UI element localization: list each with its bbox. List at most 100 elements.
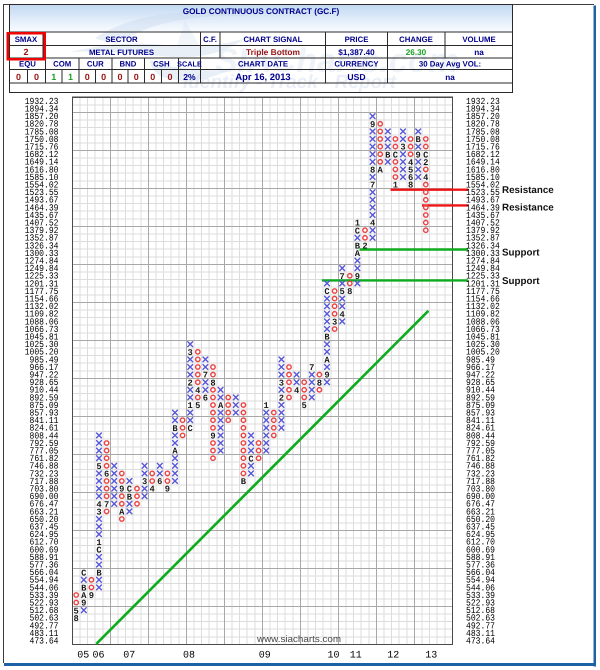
svg-text:4: 4 (294, 386, 300, 396)
svg-text:Support: Support (502, 276, 540, 287)
svg-text:857.93: 857.93 (466, 408, 495, 419)
svg-text:4: 4 (408, 158, 414, 168)
svg-text:A: A (81, 591, 87, 601)
svg-text:1435.67: 1435.67 (466, 210, 500, 221)
svg-text:30 Day Avg VOL:: 30 Day Avg VOL: (419, 60, 481, 69)
svg-text:544.06: 544.06 (30, 582, 59, 593)
svg-text:1154.66: 1154.66 (466, 294, 500, 305)
svg-text:1894.34: 1894.34 (466, 104, 500, 115)
svg-text:3: 3 (279, 378, 284, 388)
svg-text:5: 5 (74, 606, 79, 616)
svg-text:B: B (385, 150, 391, 160)
svg-text:07: 07 (123, 651, 135, 662)
svg-text:CHANGE: CHANGE (399, 35, 433, 44)
svg-text:www.siacharts.com: www.siacharts.com (256, 633, 341, 644)
svg-text:522.93: 522.93 (30, 598, 59, 609)
svg-text:1300.33: 1300.33 (466, 248, 500, 259)
svg-text:C: C (393, 150, 399, 160)
svg-text:1554.02: 1554.02 (466, 180, 500, 191)
svg-text:808.44: 808.44 (30, 430, 59, 441)
svg-text:703.80: 703.80 (30, 484, 59, 495)
svg-text:7: 7 (104, 500, 109, 510)
svg-text:1649.14: 1649.14 (25, 157, 59, 168)
svg-text:1: 1 (188, 401, 193, 411)
svg-text:577.36: 577.36 (30, 560, 59, 571)
svg-text:841.11: 841.11 (466, 415, 495, 426)
svg-text:612.70: 612.70 (466, 537, 495, 548)
svg-text:BND: BND (120, 60, 137, 69)
svg-text:09: 09 (259, 651, 271, 662)
svg-text:985.49: 985.49 (466, 354, 495, 365)
svg-text:1201.31: 1201.31 (466, 278, 500, 289)
svg-text:C: C (188, 424, 194, 434)
svg-text:663.21: 663.21 (30, 506, 59, 517)
svg-text:8: 8 (210, 378, 215, 388)
svg-text:875.09: 875.09 (30, 400, 59, 411)
svg-text:600.69: 600.69 (30, 544, 59, 555)
svg-text:CURRENCY: CURRENCY (334, 60, 379, 69)
svg-text:690.00: 690.00 (466, 491, 495, 502)
svg-text:533.39: 533.39 (466, 590, 495, 601)
svg-text:612.70: 612.70 (30, 537, 59, 548)
svg-text:06: 06 (92, 651, 104, 662)
svg-text:1: 1 (51, 72, 56, 82)
svg-text:1616.80: 1616.80 (466, 164, 500, 175)
svg-text:B: B (81, 584, 87, 594)
svg-text:746.88: 746.88 (30, 461, 59, 472)
svg-text:METAL FUTURES: METAL FUTURES (89, 48, 154, 57)
svg-text:1435.67: 1435.67 (25, 210, 59, 221)
svg-text:1894.34: 1894.34 (25, 104, 59, 115)
svg-text:792.59: 792.59 (30, 438, 59, 449)
svg-text:5: 5 (340, 287, 345, 297)
svg-text:492.77: 492.77 (466, 620, 495, 631)
svg-text:841.11: 841.11 (30, 415, 59, 426)
svg-text:C: C (248, 454, 254, 464)
svg-text:637.45: 637.45 (466, 522, 495, 533)
svg-text:1464.39: 1464.39 (25, 202, 59, 213)
svg-text:7: 7 (309, 363, 314, 373)
svg-text:4: 4 (340, 310, 346, 320)
svg-text:USD: USD (347, 72, 365, 82)
svg-text:1132.02: 1132.02 (25, 301, 59, 312)
svg-text:0: 0 (101, 72, 106, 82)
svg-text:6: 6 (157, 477, 162, 487)
svg-text:1932.23: 1932.23 (466, 96, 500, 107)
svg-text:554.94: 554.94 (466, 575, 495, 586)
svg-text:2: 2 (279, 394, 284, 404)
svg-text:SIACharts.com: SIACharts.com (215, 42, 459, 80)
svg-text:1407.52: 1407.52 (466, 218, 500, 229)
svg-text:1326.34: 1326.34 (466, 240, 500, 251)
svg-text:B: B (416, 135, 422, 145)
svg-text:A: A (355, 249, 361, 259)
svg-text:Resistance: Resistance (502, 185, 554, 196)
svg-text:663.21: 663.21 (466, 506, 495, 517)
svg-text:892.59: 892.59 (466, 392, 495, 403)
svg-text:910.44: 910.44 (30, 385, 59, 396)
svg-text:B: B (355, 242, 361, 252)
svg-text:1857.20: 1857.20 (25, 111, 59, 122)
svg-text:502.63: 502.63 (466, 613, 495, 624)
svg-text:1585.10: 1585.10 (466, 172, 500, 183)
svg-text:3: 3 (188, 348, 193, 358)
svg-text:A: A (172, 447, 178, 457)
svg-text:1554.02: 1554.02 (25, 180, 59, 191)
svg-text:1379.92: 1379.92 (466, 225, 500, 236)
svg-text:9: 9 (119, 485, 124, 495)
svg-text:8: 8 (317, 378, 322, 388)
svg-text:0: 0 (117, 72, 122, 82)
svg-text:1132.02: 1132.02 (466, 301, 500, 312)
svg-text:5: 5 (96, 462, 101, 472)
svg-text:1682.12: 1682.12 (466, 149, 500, 160)
svg-text:SCALE: SCALE (177, 60, 202, 69)
svg-text:4: 4 (423, 173, 429, 183)
svg-text:08: 08 (183, 651, 195, 662)
svg-text:1407.52: 1407.52 (25, 218, 59, 229)
svg-text:CHART SIGNAL: CHART SIGNAL (244, 35, 303, 44)
svg-text:1088.06: 1088.06 (466, 316, 500, 327)
svg-text:0: 0 (16, 72, 21, 82)
svg-text:892.59: 892.59 (30, 392, 59, 403)
svg-text:966.17: 966.17 (30, 362, 59, 373)
svg-text:2%: 2% (183, 72, 196, 82)
svg-text:1379.92: 1379.92 (25, 225, 59, 236)
svg-text:875.09: 875.09 (466, 400, 495, 411)
